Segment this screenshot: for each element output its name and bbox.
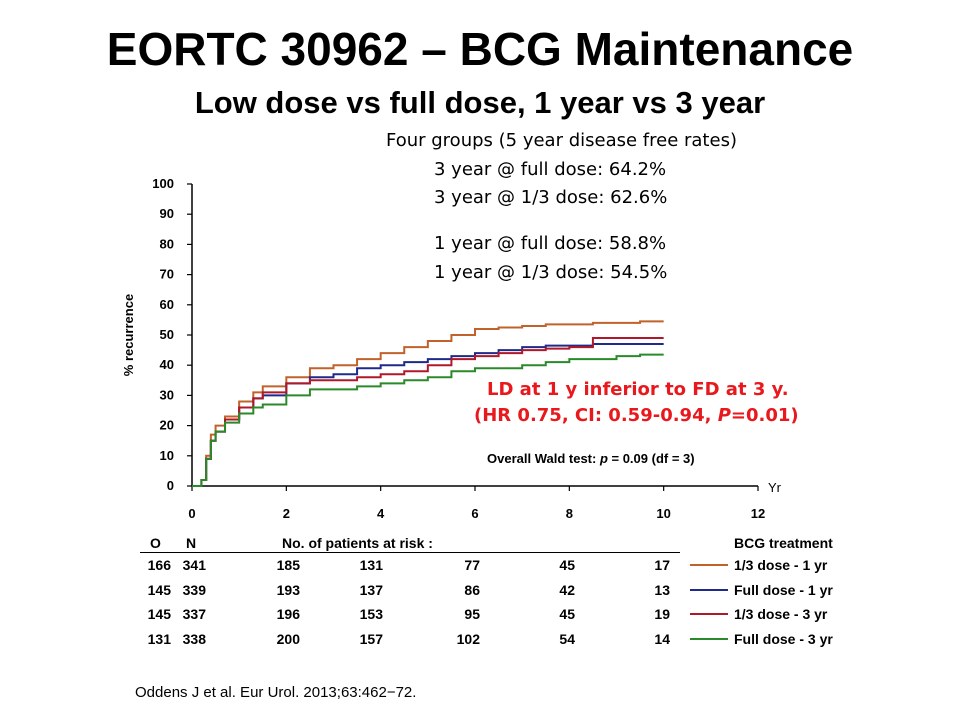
risk-row-n: 337	[182, 606, 206, 622]
finding-line-2: (HR 0.75, CI: 0.59-0.94, P=0.01)	[474, 405, 799, 426]
risk-row-o: 145	[147, 606, 171, 622]
risk-value: 54	[559, 630, 575, 647]
risk-value: 19	[654, 606, 670, 622]
x-tick-label: 0	[188, 506, 195, 521]
recurrence-chart: 0 10 20 30 40 50 60 70 80 90 100 0 2 4 6 8 10 12 % recurre…	[121, 176, 782, 521]
y-tick-label: 40	[160, 357, 174, 372]
risk-header-o: O	[150, 535, 161, 551]
slide-subtitle: Low dose vs full dose, 1 year vs 3 year	[194, 85, 766, 120]
risk-value: 42	[559, 581, 575, 598]
legend-item-1: Full dose - 1 yr	[690, 581, 833, 599]
x-axis-label: Yr	[768, 480, 782, 495]
risk-row-o: 145	[147, 581, 171, 598]
legend-title: BCG treatment	[734, 535, 833, 551]
y-tick-label: 10	[160, 448, 174, 463]
y-tick-label: 0	[167, 478, 174, 493]
legend-swatch	[690, 637, 728, 640]
legend-label: 1/3 dose - 1 yr	[734, 557, 828, 573]
legend-item-0: 1/3 dose - 1 yr	[690, 556, 827, 574]
x-tick-label: 2	[283, 506, 290, 521]
risk-row-n: 341	[182, 557, 206, 573]
summary-header: Four groups (5 year disease free rates)	[386, 130, 737, 151]
x-tick-label: 10	[656, 506, 670, 521]
legend-swatch	[690, 564, 728, 566]
risk-header-rule	[140, 552, 680, 553]
series-line-3	[192, 353, 664, 487]
x-tick-label: 8	[566, 506, 573, 521]
y-axis-label: % recurrence	[121, 294, 136, 376]
risk-header-n: N	[186, 535, 197, 551]
summary-line-1yr-full: 1 year @ full dose: 58.8%	[434, 233, 667, 254]
risk-row-n: 339	[182, 581, 206, 598]
risk-value: 77	[464, 557, 480, 573]
risk-value: 200	[276, 630, 300, 647]
y-tick-label: 30	[160, 387, 174, 402]
risk-value: 137	[359, 581, 383, 598]
risk-value: 157	[359, 630, 383, 647]
y-tick-label: 70	[160, 267, 174, 282]
y-tick-label: 80	[160, 236, 174, 251]
risk-value: 14	[654, 630, 670, 647]
risk-value: 131	[359, 557, 383, 573]
y-tick-label: 90	[160, 206, 174, 221]
risk-value: 196	[276, 606, 300, 622]
risk-value: 17	[654, 557, 670, 573]
risk-value: 95	[464, 606, 480, 622]
risk-row-o: 131	[147, 630, 171, 647]
risk-value: 185	[276, 557, 300, 573]
summary-line-3yr-third: 3 year @ 1/3 dose: 62.6%	[434, 187, 668, 208]
risk-value: 102	[456, 630, 480, 647]
risk-value: 13	[654, 581, 670, 598]
risk-row-n: 338	[182, 630, 206, 647]
risk-value: 45	[559, 557, 575, 573]
legend-swatch	[690, 613, 728, 615]
y-tick-label: 100	[152, 176, 174, 191]
slide-title: EORTC 30962 – BCG Maintenance	[106, 23, 854, 75]
legend-item-2: 1/3 dose - 3 yr	[690, 605, 827, 623]
x-tick-label: 12	[751, 506, 765, 521]
legend-item-3: Full dose - 3 yr	[690, 630, 833, 648]
risk-value: 45	[559, 606, 575, 622]
legend-label: Full dose - 3 yr	[734, 630, 833, 647]
summary-line-1yr-third: 1 year @ 1/3 dose: 54.5%	[434, 262, 668, 283]
risk-row-o: 166	[147, 557, 171, 573]
wald-test: Overall Wald test: p = 0.09 (df = 3)	[487, 451, 695, 466]
legend-label: 1/3 dose - 3 yr	[734, 606, 828, 622]
legend-swatch	[690, 588, 728, 591]
y-tick-label: 50	[160, 327, 174, 342]
y-tick-label: 20	[160, 418, 174, 433]
x-tick-label: 4	[377, 506, 385, 521]
y-tick-label: 60	[160, 297, 174, 312]
finding-line-1: LD at 1 y inferior to FD at 3 y.	[487, 379, 789, 400]
chart-curves	[192, 320, 664, 487]
risk-value: 153	[359, 606, 383, 622]
risk-value: 193	[276, 581, 300, 598]
citation: Oddens J et al. Eur Urol. 2013;63:462−72…	[135, 684, 417, 701]
risk-header: No. of patients at risk :	[282, 535, 433, 551]
risk-value: 86	[464, 581, 480, 598]
summary-line-3yr-full: 3 year @ full dose: 64.2%	[434, 159, 667, 180]
series-line-0	[192, 320, 664, 487]
x-tick-label: 6	[471, 506, 478, 521]
chart-axes: 0 10 20 30 40 50 60 70 80 90 100 0 2 4 6 8 10 12 % recurre…	[121, 176, 782, 521]
legend-label: Full dose - 1 yr	[734, 581, 833, 598]
